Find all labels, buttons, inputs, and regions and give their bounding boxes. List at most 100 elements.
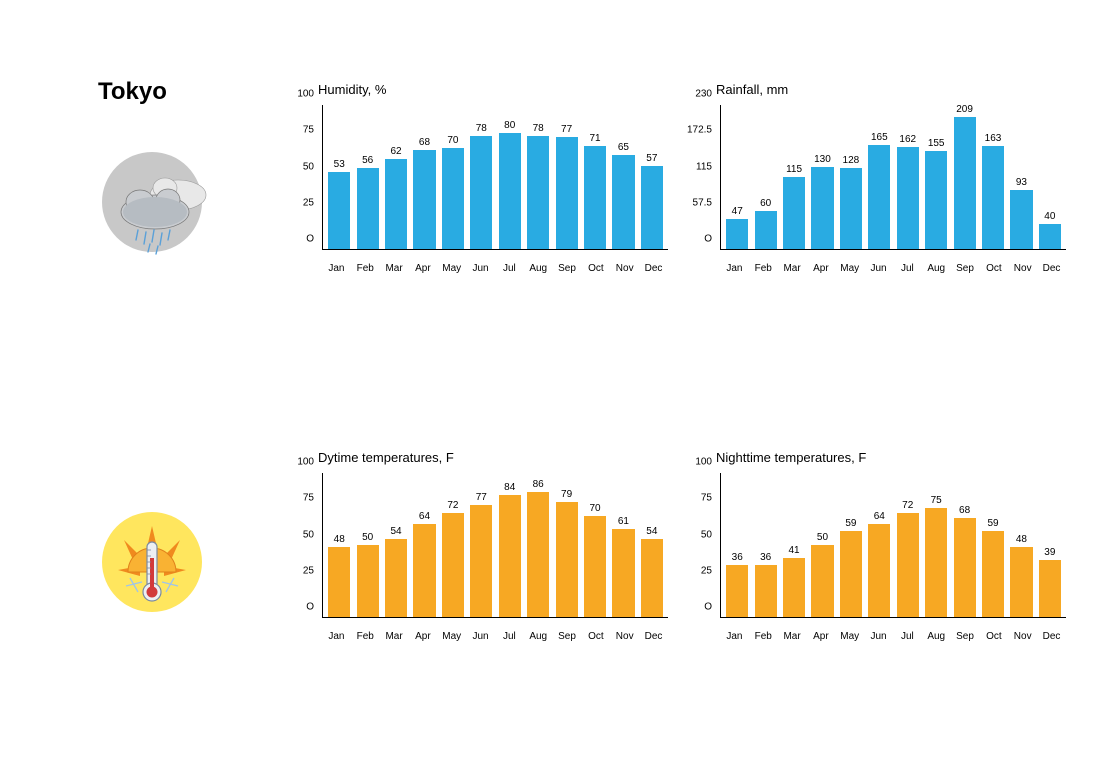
x-tick-label: Jun: [864, 623, 893, 643]
bar-value-label: 48: [334, 535, 345, 545]
y-tick-label: 50: [701, 529, 712, 540]
bar-value-label: 41: [788, 546, 799, 556]
bar-value-label: 64: [419, 512, 430, 522]
bar: 72: [439, 473, 467, 617]
bar: 61: [609, 473, 637, 617]
bar: 86: [524, 473, 552, 617]
bar: 71: [581, 105, 609, 249]
bar: 36: [723, 473, 751, 617]
bar-value-label: 61: [618, 517, 629, 527]
y-tick-label: 230: [695, 89, 712, 100]
bar: 78: [467, 105, 495, 249]
bar: 40: [1036, 105, 1064, 249]
y-tick-label: 75: [303, 493, 314, 504]
bar: 77: [552, 105, 580, 249]
bar: 155: [922, 105, 950, 249]
bar: 36: [751, 473, 779, 617]
rainfall-chart: Rainfall, mm O57.5115172.523047601151301…: [686, 82, 1066, 275]
bar-value-label: 71: [589, 134, 600, 144]
x-tick-label: May: [437, 623, 466, 643]
x-tick-label: Jan: [322, 623, 351, 643]
bar: 56: [353, 105, 381, 249]
bar-value-label: 64: [874, 512, 885, 522]
bar: 165: [865, 105, 893, 249]
bar-rect: [897, 513, 919, 617]
x-tick-label: Mar: [778, 255, 807, 275]
bar-rect: [811, 545, 833, 618]
bar: 79: [552, 473, 580, 617]
x-tick-label: Oct: [979, 623, 1008, 643]
bar-rect: [1039, 224, 1061, 249]
x-tick-label: Nov: [610, 255, 639, 275]
y-tick-label: 75: [303, 125, 314, 136]
bar-value-label: 60: [760, 199, 771, 209]
x-tick-label: Apr: [806, 623, 835, 643]
bar-rect: [954, 117, 976, 249]
x-tick-label: Sep: [553, 623, 582, 643]
bar-value-label: 56: [362, 156, 373, 166]
y-tick-label: 25: [303, 197, 314, 208]
bar-value-label: 36: [732, 553, 743, 563]
bar: 48: [1007, 473, 1035, 617]
bar-value-label: 155: [928, 139, 945, 149]
bar-rect: [612, 155, 634, 249]
y-tick-label: O: [704, 602, 712, 613]
bar-value-label: 59: [987, 519, 998, 529]
x-tick-label: Dec: [1037, 623, 1066, 643]
bar-rect: [385, 159, 407, 249]
x-tick-label: Nov: [610, 623, 639, 643]
x-tick-label: Nov: [1008, 255, 1037, 275]
bar-rect: [755, 211, 777, 249]
bar: 209: [950, 105, 978, 249]
x-tick-label: Apr: [408, 623, 437, 643]
x-tick-label: Feb: [749, 623, 778, 643]
x-tick-label: Feb: [749, 255, 778, 275]
bar: 57: [638, 105, 666, 249]
chart-title: Dytime temperatures, F: [318, 450, 668, 465]
bar-value-label: 77: [561, 125, 572, 135]
bar-value-label: 57: [646, 154, 657, 164]
x-tick-label: Feb: [351, 255, 380, 275]
x-tick-label: Jul: [495, 623, 524, 643]
bar-value-label: 36: [760, 553, 771, 563]
x-tick-label: Dec: [1037, 255, 1066, 275]
x-tick-label: Feb: [351, 623, 380, 643]
chart-title: Humidity, %: [318, 82, 668, 97]
bar-value-label: 54: [646, 527, 657, 537]
x-tick-label: Mar: [380, 255, 409, 275]
bar-rect: [1039, 560, 1061, 617]
bar-value-label: 86: [533, 480, 544, 490]
bar: 68: [950, 473, 978, 617]
bar-rect: [385, 539, 407, 617]
bar-rect: [442, 148, 464, 250]
y-tick-label: 50: [303, 161, 314, 172]
bar: 59: [837, 473, 865, 617]
x-tick-label: Apr: [806, 255, 835, 275]
bar-rect: [470, 505, 492, 617]
bar-rect: [442, 513, 464, 617]
chart-title: Rainfall, mm: [716, 82, 1066, 97]
bar-value-label: 54: [390, 527, 401, 537]
bar: 64: [410, 473, 438, 617]
x-tick-label: Nov: [1008, 623, 1037, 643]
bar: 53: [325, 105, 353, 249]
bar: 84: [496, 473, 524, 617]
bar-value-label: 50: [817, 533, 828, 543]
x-tick-label: Oct: [979, 255, 1008, 275]
bar-rect: [328, 547, 350, 617]
bar-rect: [925, 508, 947, 617]
bar: 78: [524, 105, 552, 249]
bar-value-label: 78: [476, 124, 487, 134]
y-tick-label: 57.5: [693, 197, 712, 208]
x-tick-label: Oct: [581, 623, 610, 643]
bar-rect: [982, 146, 1004, 249]
bar-rect: [811, 167, 833, 249]
bar-value-label: 68: [419, 138, 430, 148]
bar: 41: [780, 473, 808, 617]
bar-rect: [868, 145, 890, 249]
nighttime-temp-chart: Nighttime temperatures, F O2550751003636…: [686, 450, 1066, 643]
chart-title: Nighttime temperatures, F: [716, 450, 1066, 465]
x-tick-label: Jul: [893, 623, 922, 643]
bar-value-label: 115: [786, 165, 802, 175]
x-tick-label: Sep: [553, 255, 582, 275]
